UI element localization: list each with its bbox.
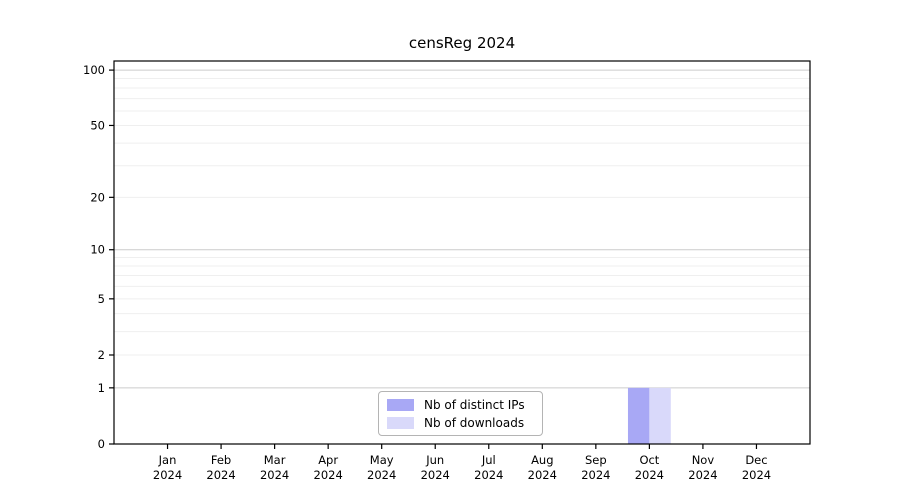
x-tick-label-year: 2024 — [474, 468, 503, 482]
bar-oct-distinct-ips — [627, 387, 650, 444]
y-tick-label: 5 — [98, 292, 105, 306]
y-tick-label: 0 — [98, 437, 105, 451]
y-tick-label: 1 — [98, 381, 105, 395]
plot-border — [113, 60, 811, 445]
x-tick-label-year: 2024 — [260, 468, 289, 482]
x-tick-label-month: Dec — [745, 453, 767, 467]
x-tick-label-year: 2024 — [421, 468, 450, 482]
x-tick-label-year: 2024 — [635, 468, 664, 482]
y-tick-label: 10 — [90, 243, 105, 257]
x-tick-label-year: 2024 — [314, 468, 343, 482]
y-tick-label: 100 — [83, 63, 105, 77]
x-tick-label-month: Mar — [264, 453, 286, 467]
legend-label-downloads: Nb of downloads — [424, 415, 525, 430]
legend-swatch-distinct-ips — [387, 398, 414, 411]
chart-legend: Nb of distinct IPs Nb of downloads — [378, 391, 543, 436]
legend-label-distinct-ips: Nb of distinct IPs — [424, 397, 525, 412]
y-tick-label: 50 — [90, 118, 105, 132]
y-tick-label: 20 — [90, 190, 105, 204]
x-tick-label-month: Jun — [425, 453, 444, 467]
x-tick-label-month: Jul — [481, 453, 496, 467]
x-tick-label-year: 2024 — [206, 468, 235, 482]
legend-item-downloads: Nb of downloads — [387, 416, 534, 430]
x-tick-label-month: Jan — [158, 453, 177, 467]
chart-title: censReg 2024 — [408, 34, 516, 52]
x-tick-label-month: Oct — [639, 453, 659, 467]
x-tick-label-year: 2024 — [742, 468, 771, 482]
x-tick-label-month: Aug — [531, 453, 553, 467]
x-tick-label-year: 2024 — [688, 468, 717, 482]
x-tick-label-month: Nov — [692, 453, 715, 467]
x-tick-label-month: Apr — [318, 453, 338, 467]
x-tick-label-month: Feb — [211, 453, 231, 467]
x-tick-label-month: May — [370, 453, 394, 467]
x-tick-label-year: 2024 — [528, 468, 557, 482]
legend-swatch-downloads — [387, 416, 414, 429]
x-tick-label-month: Sep — [585, 453, 607, 467]
x-tick-label-year: 2024 — [367, 468, 396, 482]
legend-item-distinct-ips: Nb of distinct IPs — [387, 398, 534, 412]
bar-oct-downloads — [649, 387, 671, 444]
x-tick-label-year: 2024 — [153, 468, 182, 482]
y-tick-label: 2 — [98, 348, 105, 362]
x-tick-label-year: 2024 — [581, 468, 610, 482]
